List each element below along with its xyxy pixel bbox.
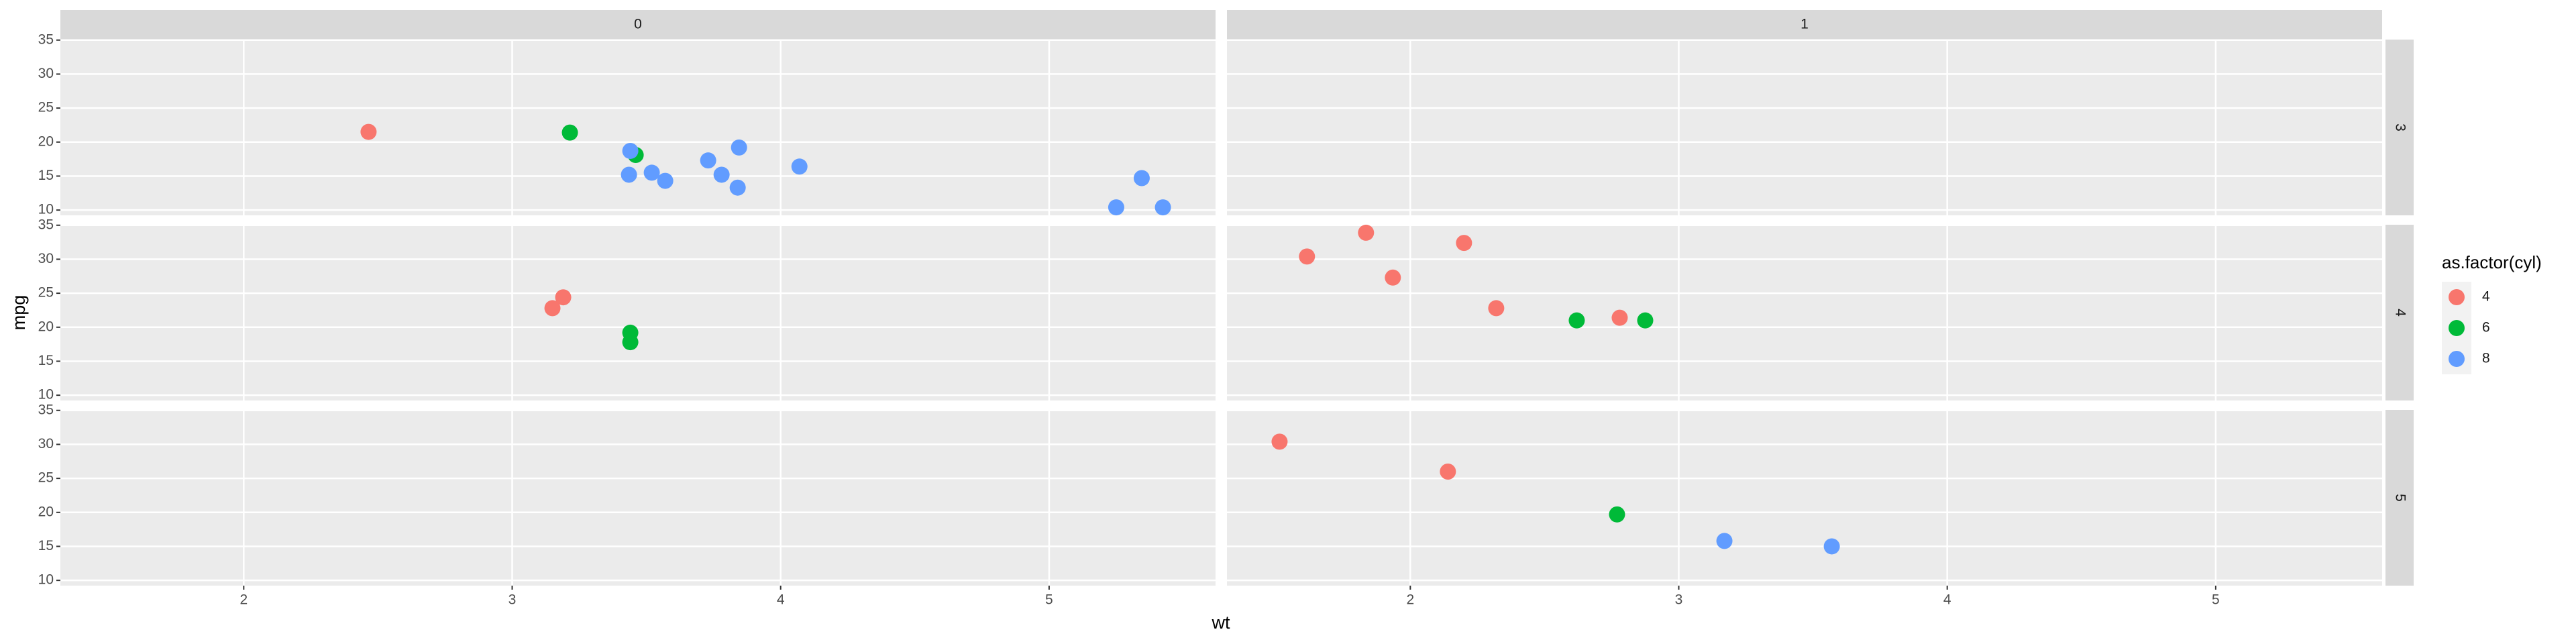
strip	[2385, 40, 2414, 215]
y-tick-label: 15	[38, 538, 54, 553]
point	[1488, 300, 1505, 317]
panel	[1227, 410, 2382, 586]
point	[622, 334, 639, 351]
y-tick-label: 20	[38, 319, 54, 334]
point	[657, 172, 674, 189]
strip-label: 1	[1801, 17, 1809, 32]
x-tick-label: 4	[1943, 592, 1951, 608]
y-tick-label: 20	[38, 133, 54, 149]
panel	[60, 410, 1216, 586]
legend-label: 8	[2482, 351, 2490, 366]
point	[643, 164, 660, 181]
strip	[2385, 225, 2414, 400]
y-tick-label: 20	[38, 504, 54, 519]
y-axis-title: mpg	[9, 295, 29, 331]
point	[1611, 309, 1628, 326]
point	[700, 152, 716, 169]
y-tick-label: 25	[38, 285, 54, 301]
y-tick-label: 10	[38, 202, 54, 217]
legend-marker	[2449, 351, 2465, 367]
y-tick-label: 30	[38, 436, 54, 451]
point	[1155, 199, 1171, 216]
point	[544, 300, 561, 317]
x-tick-label: 5	[2212, 592, 2220, 608]
legend-label: 4	[2482, 289, 2490, 305]
point	[561, 124, 578, 141]
legend-marker	[2449, 320, 2465, 336]
point	[1637, 312, 1654, 329]
y-tick-label: 30	[38, 251, 54, 266]
y-tick-label: 35	[38, 402, 54, 417]
point	[1456, 235, 1472, 252]
x-tick-label: 4	[777, 592, 785, 608]
point	[731, 139, 747, 156]
point	[1271, 433, 1288, 450]
y-tick-label: 10	[38, 572, 54, 588]
strip	[2385, 410, 2414, 586]
strip-label: 3	[2392, 123, 2408, 131]
x-tick-label: 2	[1406, 592, 1414, 608]
y-tick-label: 10	[38, 387, 54, 402]
y-tick-label: 15	[38, 168, 54, 183]
strip	[60, 10, 1216, 40]
point	[622, 142, 639, 159]
strip-label: 5	[2392, 494, 2408, 502]
x-axis-title: wt	[1212, 612, 1230, 633]
point	[621, 166, 637, 183]
strip	[1227, 10, 2382, 40]
point	[1358, 224, 1375, 241]
point	[1108, 199, 1124, 216]
point	[1385, 269, 1401, 286]
point	[555, 289, 572, 306]
point	[360, 123, 377, 140]
x-tick-label: 2	[239, 592, 248, 608]
x-tick-label: 3	[1675, 592, 1683, 608]
panel	[1227, 225, 2382, 400]
panel	[60, 40, 1216, 215]
y-tick-label: 35	[38, 217, 54, 232]
point	[1823, 538, 1840, 555]
x-tick-label: 5	[1045, 592, 1053, 608]
point	[1716, 533, 1733, 549]
strip-label: 0	[634, 17, 642, 32]
point	[1440, 463, 1456, 480]
panel	[60, 225, 1216, 400]
strip-label: 4	[2392, 309, 2408, 317]
y-tick-label: 30	[38, 66, 54, 81]
point	[729, 179, 746, 196]
y-tick-label: 25	[38, 100, 54, 115]
point	[1609, 506, 1625, 523]
legend-title: as.factor(cyl)	[2442, 252, 2542, 272]
x-tick-label: 3	[508, 592, 517, 608]
panel	[1227, 40, 2382, 215]
y-tick-label: 25	[38, 470, 54, 486]
legend-marker	[2449, 289, 2465, 305]
y-tick-label: 35	[38, 32, 54, 47]
legend-label: 6	[2482, 320, 2490, 335]
point	[1568, 312, 1585, 329]
point	[713, 166, 730, 183]
point	[791, 158, 808, 175]
y-tick-label: 15	[38, 353, 54, 368]
point	[1299, 248, 1316, 265]
point	[1133, 170, 1150, 186]
